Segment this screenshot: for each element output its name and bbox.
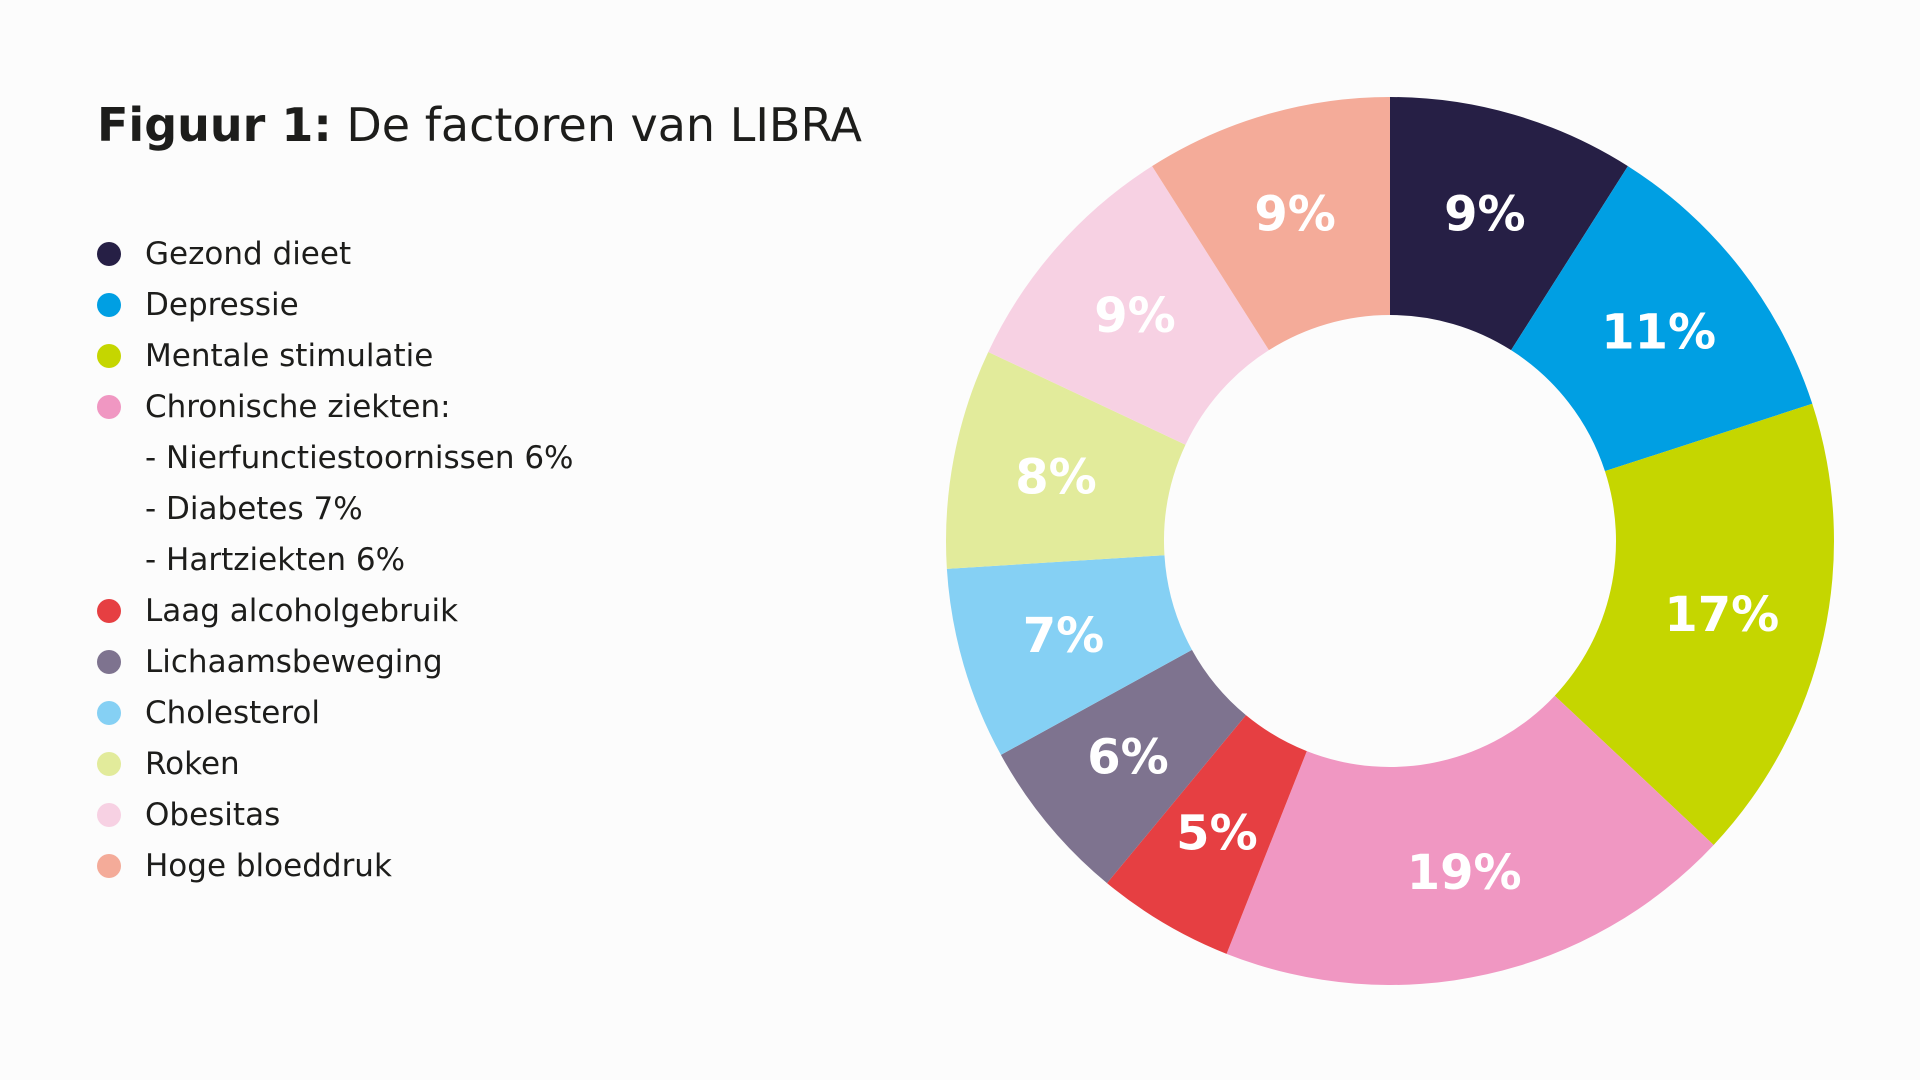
slice-value-label: 6% [1087,730,1169,786]
legend-color-dot [97,394,121,419]
slice-value-label: 9% [1254,187,1336,243]
donut-slice [1152,97,1390,351]
slice-value-label: 9% [1444,187,1526,243]
legend-item: Cholesterol [97,687,574,738]
slice-value-label: 5% [1176,806,1258,862]
donut-slice [946,555,1192,755]
legend-label: - Hartziekten 6% [145,541,406,578]
legend-color-dot [97,649,121,674]
legend-label: Laag alcoholgebruik [145,592,459,629]
legend-color-dot [97,292,121,317]
legend-color-dot [97,343,121,368]
legend-subitem: - Hartziekten 6% [97,534,574,585]
legend-label: - Nierfunctiestoornissen 6% [145,439,574,476]
slice-value-label: 9% [1094,288,1176,344]
donut-slice [988,166,1269,445]
legend-label: Hoge bloeddruk [145,847,392,884]
legend-label: Mentale stimulatie [145,337,434,374]
chart-title-prefix: Figuur 1: [97,98,332,152]
slice-value-label: 17% [1664,587,1779,643]
legend-color-dot [97,853,121,878]
legend-item: Obesitas [97,789,574,840]
legend-item: Depressie [97,279,574,330]
donut-slice [1000,649,1246,884]
legend-item: Roken [97,738,574,789]
donut-slice [1554,403,1834,845]
donut-slice [1226,695,1714,985]
legend-label: Chronische ziekten: [145,388,451,425]
legend-item: Laag alcoholgebruik [97,585,574,636]
legend-color-dot [97,700,121,725]
chart-legend: Gezond dieet Depressie Mentale stimulatie C… [97,228,574,891]
slice-value-label: 8% [1015,449,1097,505]
legend-item: Gezond dieet [97,228,574,279]
legend-item: Lichaamsbeweging [97,636,574,687]
legend-label: Roken [145,745,240,782]
legend-color-dot [97,241,121,266]
legend-color-dot [97,802,121,827]
legend-label: Depressie [145,286,299,323]
chart-title-text: De factoren van LIBRA [346,98,863,152]
legend-label: Obesitas [145,796,281,833]
legend-color-dot [97,751,121,776]
legend-label: Lichaamsbeweging [145,643,443,680]
legend-color-dot [97,598,121,623]
legend-item: Hoge bloeddruk [97,840,574,891]
legend-subitem: - Diabetes 7% [97,483,574,534]
legend-label: Gezond dieet [145,235,352,272]
donut-slice [1106,715,1307,954]
donut-slice [1390,97,1628,351]
chart-title: Figuur 1: De factoren van LIBRA [97,96,862,154]
donut-slice [946,351,1186,569]
slice-value-label: 7% [1023,608,1105,664]
slice-value-label: 11% [1601,305,1716,361]
legend-label: Cholesterol [145,694,320,731]
legend-item: Chronische ziekten: [97,381,574,432]
slice-value-label: 19% [1407,845,1522,901]
legend-item: Mentale stimulatie [97,330,574,381]
legend-subitem: - Nierfunctiestoornissen 6% [97,432,574,483]
donut-slice [1511,166,1813,472]
legend-label: - Diabetes 7% [145,490,363,527]
